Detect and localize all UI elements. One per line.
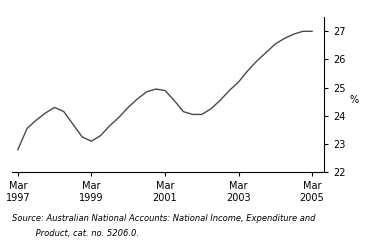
Text: Source: Australian National Accounts: National Income, Expenditure and: Source: Australian National Accounts: Na… xyxy=(12,214,315,223)
Y-axis label: %: % xyxy=(350,95,359,105)
Text: Product, cat. no. 5206.0.: Product, cat. no. 5206.0. xyxy=(12,229,139,238)
